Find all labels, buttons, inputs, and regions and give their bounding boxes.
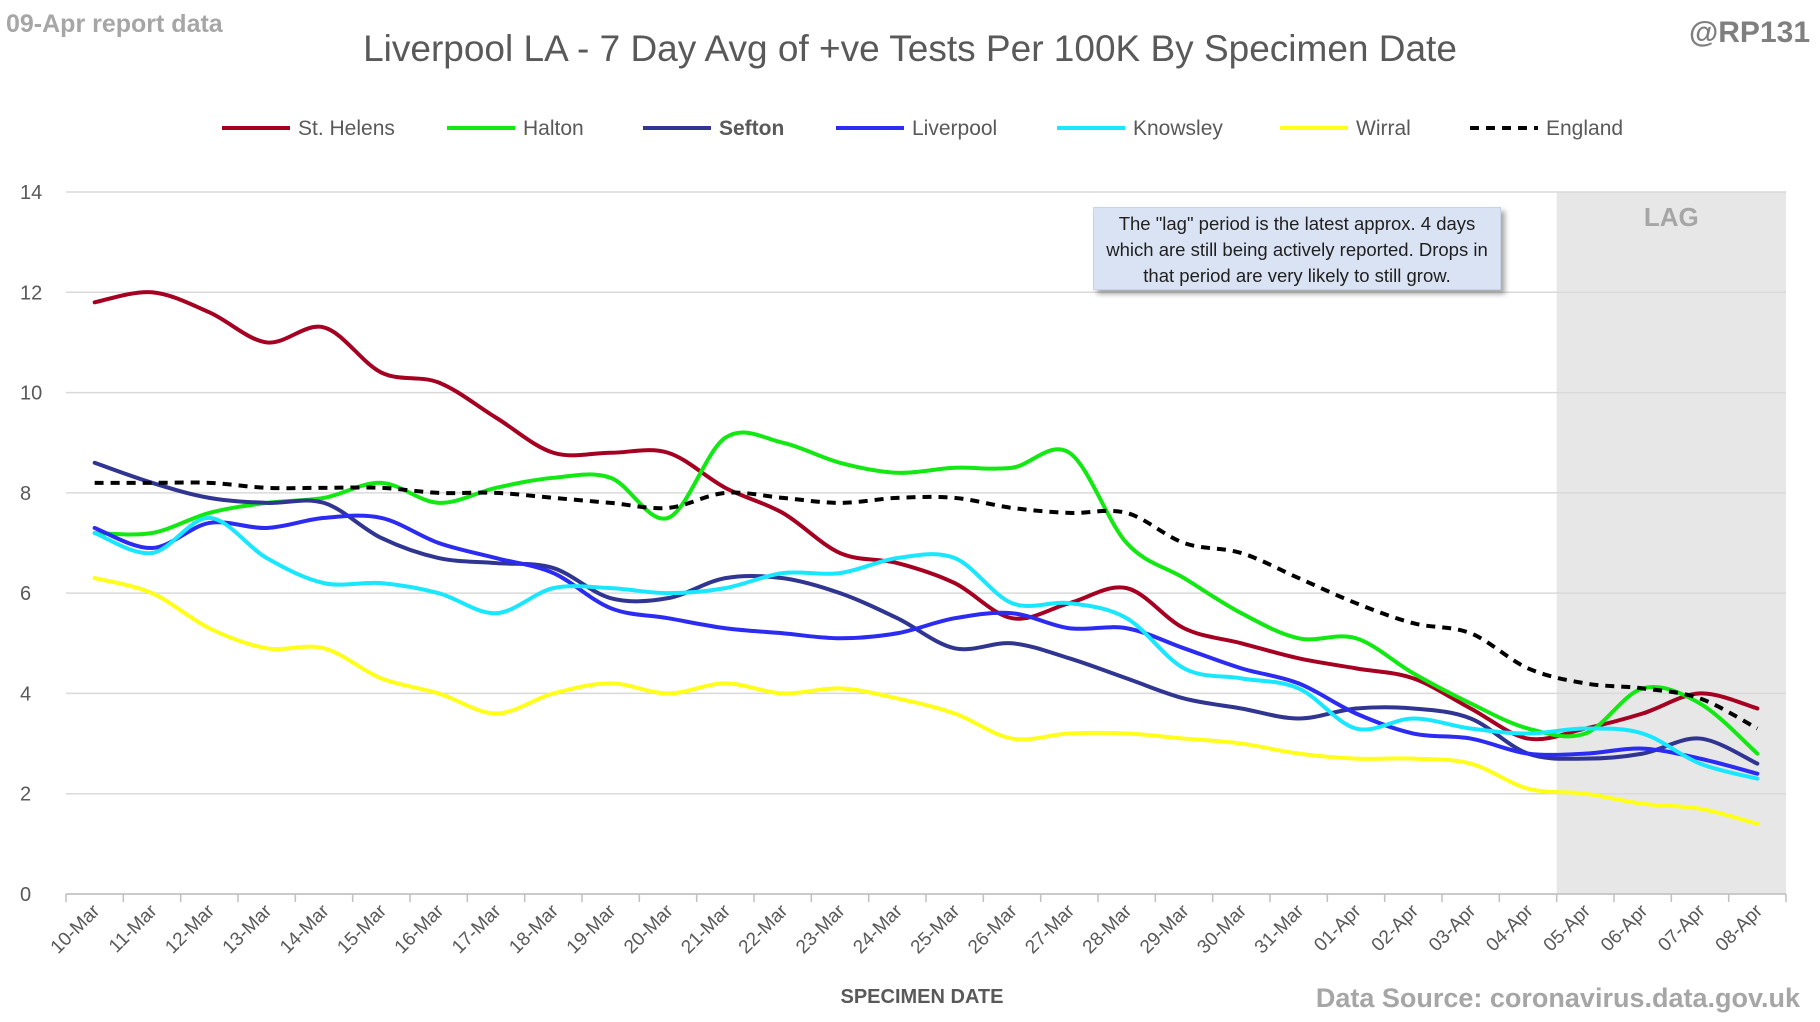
x-tick-label: 22-Mar	[735, 900, 793, 958]
x-tick-label: 04-Apr	[1482, 900, 1538, 956]
x-tick-label: 24-Mar	[849, 900, 907, 958]
x-tick-label: 10-Mar	[47, 900, 105, 958]
x-tick-label: 28-Mar	[1079, 900, 1137, 958]
x-tick-label: 07-Apr	[1654, 900, 1710, 956]
x-tick-label: 18-Mar	[505, 900, 563, 958]
x-tick-label: 25-Mar	[907, 900, 965, 958]
x-tick-label: 02-Apr	[1368, 900, 1424, 956]
x-tick-label: 16-Mar	[391, 900, 449, 958]
legend-label-england: England	[1546, 117, 1623, 140]
x-tick-label: 08-Apr	[1712, 900, 1768, 956]
x-tick-label: 19-Mar	[563, 900, 621, 958]
x-tick-label: 23-Mar	[792, 900, 850, 958]
x-tick-label: 03-Apr	[1425, 900, 1481, 956]
series-line-liverpool	[92, 513, 1760, 776]
y-tick-label: 4	[20, 683, 31, 705]
legend-label-sefton: Sefton	[719, 117, 784, 140]
x-tick-label: 20-Mar	[620, 900, 678, 958]
x-tick-label: 11-Mar	[105, 900, 162, 957]
x-tick-label: 05-Apr	[1540, 900, 1596, 956]
x-tick-label: 15-Mar	[333, 900, 391, 958]
x-tick-label: 17-Mar	[448, 900, 506, 958]
x-tick-label: 13-Mar	[219, 900, 277, 958]
y-tick-label: 0	[20, 884, 31, 906]
x-tick-label: 12-Mar	[161, 900, 219, 958]
x-tick-label: 30-Mar	[1193, 900, 1251, 958]
chart-title: Liverpool LA - 7 Day Avg of +ve Tests Pe…	[363, 28, 1457, 69]
legend-label-st-helens: St. Helens	[298, 117, 395, 140]
series-line-sefton	[92, 460, 1760, 766]
data-source-label: Data Source: coronavirus.data.gov.uk	[1315, 983, 1800, 1013]
series-line-wirral	[92, 576, 1760, 826]
x-tick-label: 06-Apr	[1597, 900, 1653, 956]
report-date-label: 09-Apr report data	[6, 10, 223, 38]
x-tick-label: 29-Mar	[1136, 900, 1194, 958]
y-tick-label: 14	[20, 182, 42, 204]
y-tick-label: 2	[20, 784, 31, 806]
series-line-st-helens	[92, 290, 1760, 742]
author-handle: @RP131	[1689, 16, 1810, 49]
x-axis-title: SPECIMEN DATE	[841, 986, 1004, 1008]
y-tick-label: 10	[20, 383, 42, 405]
legend-label-liverpool: Liverpool	[912, 117, 997, 140]
y-tick-label: 8	[20, 483, 31, 505]
lag-note: The "lag" period is the latest approx. 4…	[1093, 207, 1501, 290]
series-line-halton	[92, 430, 1760, 756]
legend-label-wirral: Wirral	[1356, 117, 1411, 140]
x-tick-label: 14-Mar	[276, 900, 334, 958]
x-tick-label: 27-Mar	[1021, 900, 1079, 958]
legend-label-halton: Halton	[523, 117, 584, 140]
x-tick-label: 26-Mar	[964, 900, 1022, 958]
series-line-england	[94, 480, 1759, 731]
lag-shade	[1556, 192, 1786, 894]
x-tick-label: 21-Mar	[677, 900, 735, 958]
x-tick-label: 01-Apr	[1310, 900, 1366, 956]
y-tick-label: 12	[20, 282, 42, 304]
legend-label-knowsley: Knowsley	[1133, 117, 1223, 140]
x-tick-label: 31-Mar	[1251, 900, 1309, 958]
series-line-knowsley	[92, 515, 1760, 781]
y-tick-label: 6	[20, 583, 31, 605]
lag-label: LAG	[1644, 202, 1699, 232]
